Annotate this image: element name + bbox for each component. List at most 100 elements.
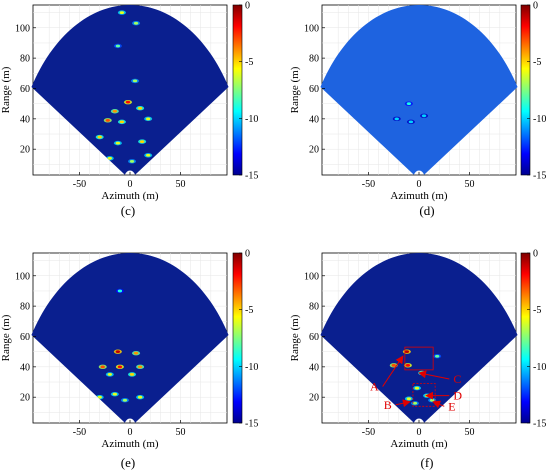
colorbar-tick-label: -15 — [245, 171, 258, 182]
annotation-label: C — [453, 372, 461, 386]
hotspots — [392, 101, 429, 125]
hotspot — [105, 118, 110, 122]
annotation-arrow — [382, 355, 404, 387]
hotspot — [112, 109, 118, 113]
panel-c: 20 40 60 80 100 -50 0 50 Azimuth (m) Range (m) 0 -5… — [0, 1, 258, 203]
hotspot — [112, 392, 118, 396]
hotspot — [117, 289, 123, 293]
y-axis-label: Range (m) — [289, 66, 301, 113]
annotation-box — [412, 383, 436, 407]
image-fan — [31, 252, 229, 423]
y-axis-label: Range (m) — [0, 314, 12, 361]
hotspot — [97, 135, 102, 139]
hotspot — [429, 398, 435, 402]
x-axis-label: Azimuth (m) — [390, 438, 447, 450]
panel-label-d: (d) — [419, 203, 434, 218]
y-tick-label: 20 — [20, 393, 30, 404]
colorbar-gradient — [520, 252, 531, 424]
colorbar-gradient — [520, 4, 531, 176]
colorbar-tick-label: 0 — [533, 1, 538, 12]
x-tick-label: -50 — [362, 427, 375, 438]
hotspot — [115, 141, 121, 145]
hotspot — [394, 117, 399, 121]
x-tick-label: 50 — [176, 427, 186, 438]
image-fan — [320, 252, 518, 423]
colorbar-tick-label: -10 — [533, 114, 546, 125]
hotspot — [414, 386, 420, 390]
y-tick-label: 80 — [20, 302, 30, 313]
y-tick-label: 20 — [309, 393, 319, 404]
colorbar-tick-label: -10 — [245, 362, 258, 373]
colorbar-tick-label: -10 — [533, 362, 546, 373]
panel-label-f: (f) — [421, 455, 434, 470]
y-tick-label: 40 — [309, 114, 319, 125]
annotations: AB CDE — [370, 346, 462, 413]
y-tick-label: 100 — [304, 271, 319, 282]
hotspot — [129, 159, 135, 163]
annotation-arrow — [432, 400, 445, 409]
hotspot — [137, 365, 143, 369]
colorbar: 0 -5 -10 -15 — [232, 249, 258, 430]
x-tick-label: 0 — [128, 427, 133, 438]
hotspot — [97, 395, 102, 399]
annotation-label: A — [370, 380, 379, 394]
hotspot — [408, 120, 414, 124]
hotspot — [115, 350, 121, 354]
panel-label-e: (e) — [121, 455, 135, 470]
hotspot — [100, 365, 105, 369]
hotspot — [133, 21, 139, 25]
colorbar-tick-label: -5 — [533, 57, 541, 68]
panel-e: 20 40 60 80 100 -50 0 50 Azimuth (m) Range (m) 0 -5… — [0, 249, 258, 451]
hotspot — [405, 363, 411, 367]
y-tick-label: 100 — [304, 23, 319, 34]
hotspot — [434, 354, 440, 358]
x-tick-label: -50 — [73, 427, 86, 438]
y-axis-label: Range (m) — [289, 314, 301, 361]
annotation-label: E — [448, 399, 455, 413]
hotspot — [115, 44, 121, 48]
image-fan — [320, 4, 518, 175]
colorbar: 0 -5 -10 -15 — [232, 1, 258, 182]
hotspot — [107, 373, 112, 376]
y-tick-label: 100 — [15, 271, 30, 282]
hotspot — [412, 401, 418, 405]
colorbar-tick-label: -5 — [533, 305, 541, 316]
colorbar-gradient — [232, 4, 243, 176]
x-tick-label: 50 — [465, 427, 475, 438]
x-tick-label: -50 — [73, 179, 86, 190]
colorbar-tick-label: -15 — [533, 171, 546, 182]
x-tick-label: 0 — [417, 179, 422, 190]
x-axis-label: Azimuth (m) — [101, 190, 158, 202]
y-tick-label: 60 — [20, 84, 30, 95]
colorbar-tick-label: -15 — [245, 419, 258, 430]
hotspot — [119, 11, 125, 14]
x-tick-label: 0 — [417, 427, 422, 438]
y-tick-label: 80 — [20, 54, 30, 65]
y-axis-label: Range (m) — [0, 66, 12, 113]
panel-d: 20 40 60 80 100 -50 0 50 Azimuth (m) Range (m) 0 -5… — [289, 1, 546, 203]
hotspot — [122, 398, 128, 402]
colorbar-tick-label: 0 — [245, 1, 250, 12]
hotspot — [132, 79, 138, 83]
hotspot — [404, 350, 410, 354]
colorbar-tick-label: -5 — [245, 305, 253, 316]
colorbar: 0 -5 -10 -15 — [520, 249, 546, 430]
hotspot — [421, 114, 427, 118]
y-tick-label: 80 — [309, 54, 319, 65]
y-tick-label: 100 — [15, 23, 30, 34]
y-tick-label: 20 — [309, 145, 319, 156]
colorbar-tick-label: 0 — [533, 249, 538, 260]
colorbar-gradient — [232, 252, 243, 424]
x-tick-label: 0 — [128, 179, 133, 190]
hotspot — [145, 117, 151, 121]
hotspot — [406, 102, 412, 106]
y-tick-label: 80 — [309, 302, 319, 313]
annotation-box — [404, 346, 434, 371]
hotspot — [139, 140, 145, 144]
hotspot — [406, 397, 412, 401]
hotspots — [95, 10, 153, 164]
panel-label-c: (c) — [121, 203, 135, 218]
hotspot — [391, 363, 396, 367]
colorbar: 0 -5 -10 -15 — [520, 1, 546, 182]
